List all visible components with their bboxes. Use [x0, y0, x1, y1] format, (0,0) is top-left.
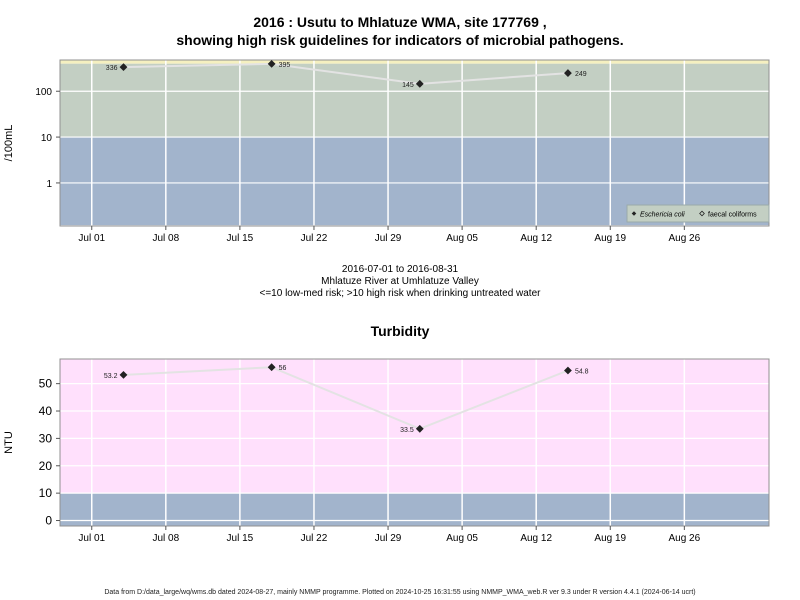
x-tick-label: Aug 26 — [668, 233, 700, 244]
data-point-marker — [119, 370, 128, 379]
location-label: Mhlatuze River at Umhlatuze Valley — [321, 276, 479, 287]
plot-frame — [59, 358, 770, 527]
y-tick-label: 100 — [35, 87, 52, 98]
legend-box — [626, 204, 770, 223]
x-tick-label: Jul 29 — [375, 533, 402, 544]
legend-marker-open — [699, 210, 705, 217]
x-tick-label: Jul 15 — [227, 533, 254, 544]
data-point-marker — [267, 59, 276, 68]
x-tick-label: Aug 19 — [594, 533, 626, 544]
turbidity-chart: Jul 01 Jul 08 Jul 15 Jul 22 Jul 29 Aug 05 Aug … — [3, 358, 770, 544]
data-point-marker — [267, 363, 276, 372]
y-tick-label: 1 — [46, 179, 52, 190]
data-point-marker — [119, 63, 128, 72]
x-tick-label: Aug 05 — [446, 233, 478, 244]
chart-title-line2: showing high risk guidelines for indicat… — [176, 32, 624, 48]
data-point-marker — [415, 424, 424, 433]
y-axis-title: /100mL — [3, 125, 15, 162]
x-tick-label: Jul 01 — [78, 533, 105, 544]
x-tick-label: Jul 01 — [78, 233, 105, 244]
x-tick-label: Aug 26 — [668, 533, 700, 544]
series-line — [123, 62, 569, 85]
data-label: 33.5 — [400, 427, 414, 434]
x-tick-label: Aug 05 — [446, 533, 478, 544]
y-tick-label: 10 — [39, 486, 53, 500]
legend-label: faecal coliforms — [708, 212, 757, 219]
y-tick-label: 40 — [39, 404, 53, 418]
series-line — [123, 366, 569, 430]
date-range-label: 2016-07-01 to 2016-08-31 — [341, 264, 459, 275]
risk-note-label: <=10 low-med risk; >10 high risk when dr… — [259, 288, 541, 299]
data-label: 54.8 — [575, 368, 589, 375]
data-label: 249 — [575, 71, 587, 78]
y-tick-label: 50 — [39, 377, 53, 391]
x-tick-label: Jul 29 — [375, 233, 402, 244]
chart-title-line1: 2016 : Usutu to Mhlatuze WMA, site 17776… — [253, 14, 547, 30]
x-tick-label: Aug 12 — [520, 533, 552, 544]
y-axis-title: NTU — [3, 431, 15, 454]
x-tick-label: Aug 12 — [520, 233, 552, 244]
data-label: 395 — [279, 62, 291, 69]
microbial-chart: Jul 01 Jul 08 Jul 15 Jul 22 Jul 29 Aug 05 Aug … — [3, 59, 770, 244]
plot-frame — [59, 59, 770, 227]
x-tick-label: Aug 19 — [594, 233, 626, 244]
y-tick-label: 0 — [45, 514, 52, 528]
band-2 — [60, 60, 769, 64]
data-point-marker — [564, 69, 572, 77]
data-label: 56 — [279, 365, 287, 372]
y-tick-label: 20 — [39, 459, 53, 473]
data-label: 53.2 — [104, 373, 118, 380]
y-tick-label: 10 — [41, 133, 53, 144]
x-tick-label: Jul 22 — [301, 233, 328, 244]
data-point-marker — [564, 366, 572, 375]
x-tick-label: Jul 08 — [152, 533, 179, 544]
data-point-marker — [415, 79, 424, 88]
footer-note: Data from D:/data_large/wq/wms.db dated … — [104, 589, 696, 596]
x-tick-label: Jul 15 — [227, 233, 254, 244]
band-1 — [60, 63, 769, 138]
data-label: 145 — [402, 82, 414, 89]
legend-marker-filled — [631, 211, 637, 216]
legend-label: Eschericia coli — [640, 212, 685, 219]
x-tick-label: Jul 22 — [301, 533, 328, 544]
data-label: 336 — [106, 65, 118, 72]
y-tick-label: 30 — [39, 431, 53, 445]
x-tick-label: Jul 08 — [152, 233, 179, 244]
turbidity-title: Turbidity — [370, 323, 430, 339]
